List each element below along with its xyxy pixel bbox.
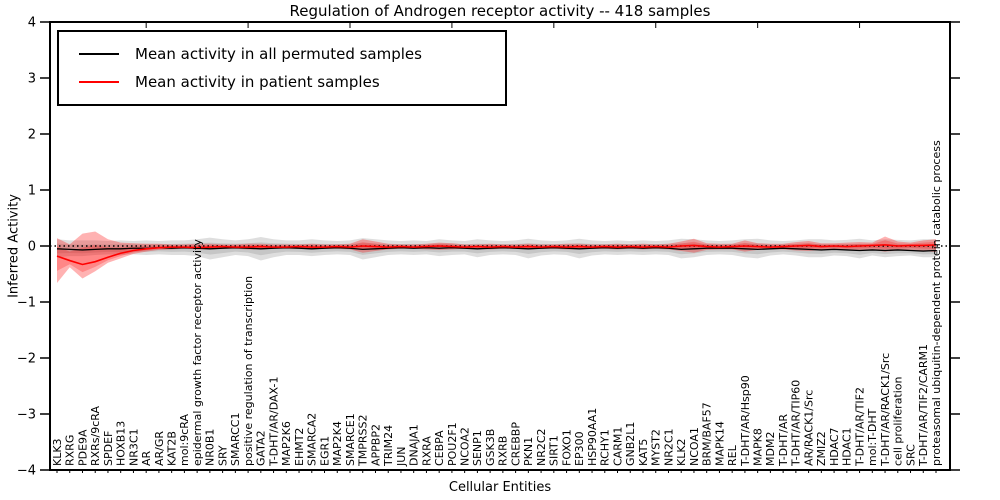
x-tick-label: MDM2 [764, 432, 777, 466]
y-tick-label: 2 [28, 128, 36, 143]
x-tick-label: GATA2 [255, 430, 268, 466]
y-tick-label: −4 [17, 464, 36, 479]
x-tick-label: MAP2K6 [280, 421, 293, 466]
y-tick-label: 0 [28, 240, 36, 255]
x-tick-label: CEBPA [433, 430, 446, 466]
x-tick-label: AR/RACK1/Src [802, 390, 815, 466]
x-tick-label: SRC [904, 444, 917, 466]
x-tick-label: HSP90AA1 [586, 408, 599, 466]
x-tick-label: MAP2K4 [331, 421, 344, 466]
x-tick-label: REL [726, 444, 739, 466]
x-tick-label: T-DHT/AR [777, 414, 790, 467]
x-tick-label: NR3C1 [127, 428, 140, 466]
x-tick-label: TMPRSS2 [357, 415, 370, 467]
x-tick-label: POU2F1 [446, 422, 459, 466]
x-tick-label: RCHY1 [599, 429, 612, 466]
legend-entry-permuted: Mean activity in all permuted samples [69, 40, 495, 68]
x-tick-label: AR [140, 450, 153, 466]
x-tick-label: CREBBP [509, 422, 522, 466]
x-tick-label: T-DHT/AR/RACK1/Src [879, 353, 892, 467]
x-tick-label: MAPK8 [752, 428, 765, 466]
y-axis-label: Inferred Activity [6, 194, 22, 298]
x-axis-label: Cellular Entities [448, 480, 552, 495]
y-tick-label: 4 [28, 16, 36, 31]
x-tick-label: HDAC7 [828, 427, 841, 466]
permuted-line-swatch-icon [79, 53, 119, 55]
x-tick-label: RXRB [497, 436, 510, 466]
x-tick-label: RXRA [420, 436, 433, 466]
patient-mean-line [56, 244, 937, 266]
y-tick-label: 3 [28, 72, 36, 87]
y-tick-label: −1 [17, 296, 36, 311]
x-tick-label: NR2C1 [662, 428, 675, 466]
x-tick-label: APPBP2 [369, 424, 382, 466]
x-tick-label: MYST2 [650, 429, 663, 466]
x-tick-label: SMARCA2 [306, 413, 319, 466]
y-tick-label: 1 [28, 184, 36, 199]
x-tick-label: T-DHT/AR/TIP60 [790, 380, 803, 467]
x-tick-label: PKN1 [522, 437, 535, 466]
x-tick-label: KLK2 [675, 438, 688, 466]
x-tick-label: CARM1 [611, 427, 624, 466]
y-tick-label: −2 [17, 352, 36, 367]
x-tick-label: HDAC1 [841, 427, 854, 466]
x-tick-label: FOXO1 [560, 429, 573, 466]
band-patient [57, 231, 936, 283]
x-tick-label: NCOA2 [459, 427, 472, 466]
x-tick-label: SMARCE1 [344, 413, 357, 466]
x-tick-label: NCOA1 [688, 427, 701, 466]
x-tick-label: HOXB13 [115, 421, 128, 466]
x-tick-label: cell proliferation [892, 376, 905, 466]
x-tick-label: BRM/BAF57 [701, 402, 714, 466]
x-tick-label: NR0B1 [204, 429, 217, 466]
x-tick-label: proteasomal ubiquitin-dependent protein … [930, 140, 943, 466]
x-tick-label: DNAJA1 [408, 424, 421, 466]
legend-label-permuted: Mean activity in all permuted samples [135, 45, 422, 63]
x-tick-label: KLK3 [51, 438, 64, 466]
x-tick-label: AR/GR [153, 431, 166, 466]
legend: Mean activity in all permuted samples Me… [57, 30, 507, 106]
x-tick-label: SMARCC1 [229, 413, 242, 466]
legend-entry-patient: Mean activity in patient samples [69, 68, 495, 96]
legend-label-patient: Mean activity in patient samples [135, 73, 380, 91]
x-tick-label: ZMIZ2 [815, 431, 828, 466]
permuted-mean-line [56, 247, 937, 252]
x-tick-label: SPDEF [102, 431, 115, 466]
band-permuted [57, 237, 936, 261]
x-tick-label: RXRs/9cRA [89, 405, 102, 466]
x-tick-label: T-DHT/AR/Hsp90 [739, 375, 752, 467]
x-tick-label: T-DHT/AR/TIF2 [853, 387, 866, 467]
x-tick-label: TRIM24 [382, 425, 395, 467]
x-tick-label: mol:T-DHT [866, 408, 879, 466]
x-tick-label: EGR1 [318, 436, 331, 466]
x-tick-label: T-DHT/AR/TIF2/CARM1 [917, 344, 930, 467]
x-tick-label: SIRT1 [548, 435, 561, 466]
x-tick-label: KAT2B [166, 431, 179, 466]
x-tick-label: SRY [216, 445, 229, 466]
x-tick-label: epidermal growth factor receptor activit… [191, 239, 204, 466]
x-tick-label: mol:9cRA [178, 414, 191, 466]
x-tick-label: PDE9A [76, 429, 89, 466]
x-tick-label: GNB2L1 [624, 422, 637, 466]
patient-line-swatch-icon [79, 81, 119, 83]
axes-frame [49, 21, 951, 471]
x-tick-label: RXRG [64, 435, 77, 466]
x-tick-label: NR2C2 [535, 428, 548, 466]
x-tick-label: T-DHT/AR/DAX-1 [267, 377, 280, 467]
x-tick-label: EP300 [573, 431, 586, 466]
x-tick-label: positive regulation of transcription [242, 276, 255, 466]
chart-title: Regulation of Androgen receptor activity… [289, 2, 711, 20]
x-tick-label: KAT5 [637, 439, 650, 466]
x-tick-label: MAPK14 [713, 421, 726, 466]
y-tick-label: −3 [17, 408, 36, 423]
x-tick-label: EHMT2 [293, 428, 306, 466]
x-tick-label: GSK3B [484, 429, 497, 466]
x-tick-label: JUN [395, 446, 408, 467]
x-tick-label: SENP1 [471, 430, 484, 466]
